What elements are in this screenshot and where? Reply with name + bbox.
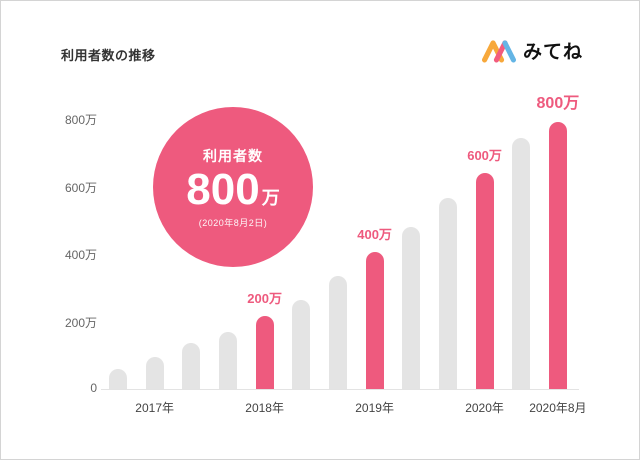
bar-slot	[182, 105, 201, 389]
badge-title: 利用者数	[203, 147, 263, 164]
bar	[109, 369, 127, 389]
badge-date: (2020年8月2日)	[198, 217, 268, 228]
badge-value-unit: 万	[261, 187, 280, 208]
bar-value-label: 600万	[467, 148, 502, 163]
milestone-bar	[255, 316, 274, 389]
bar-slot	[218, 105, 237, 389]
bar-slot: 200万 2018年	[245, 105, 284, 415]
x-axis-label: 2020年8月	[529, 401, 587, 415]
bar-slot: 400万 2019年	[355, 105, 394, 415]
bar	[512, 138, 531, 389]
bar-value-label: 200万	[247, 291, 282, 306]
milestone-bar	[475, 173, 494, 389]
y-axis-label: 0	[90, 381, 97, 395]
bar-value-label: 800万	[536, 95, 580, 112]
y-axis-label: 200万	[64, 315, 97, 330]
milestone-bar	[365, 252, 384, 389]
bar-slot	[109, 105, 127, 389]
bar	[438, 198, 457, 389]
x-axis-label: 2020年	[465, 401, 504, 415]
bar-slot	[438, 105, 457, 389]
bar-slot: 2017年	[135, 105, 174, 415]
badge-value-number: 800	[186, 164, 260, 214]
y-axis: 0 200万 400万 600万 800万	[29, 105, 97, 405]
milestone-badge: 利用者数 800 万 (2020年8月2日)	[153, 107, 313, 267]
bar-slot: 600万 2020年	[465, 105, 504, 415]
x-axis-label: 2018年	[245, 401, 284, 415]
bar	[402, 227, 421, 389]
bar-slot	[402, 105, 421, 389]
bar-value-label: 400万	[357, 227, 392, 242]
chart-title: 利用者数の推移	[61, 48, 156, 63]
y-axis-label: 800万	[64, 113, 97, 127]
bar	[328, 276, 347, 389]
brand: みてね	[481, 37, 583, 64]
x-axis-line	[101, 389, 579, 390]
y-axis-label: 600万	[64, 180, 97, 195]
bar-slot	[328, 105, 347, 389]
plot-area: 2017年 200万 2018年 400万 2019年 600万 2020年 800万 2020…	[109, 95, 587, 415]
bar	[292, 300, 311, 389]
milestone-bar	[548, 122, 567, 389]
bar-slot: 800万 2020年8月	[529, 95, 586, 415]
bar-slot	[292, 105, 311, 389]
y-axis-label: 400万	[64, 248, 97, 262]
x-axis-label: 2017年	[135, 401, 175, 415]
brand-name: みてね	[522, 42, 583, 63]
bar	[218, 332, 237, 389]
bar	[182, 343, 201, 389]
x-axis-label: 2019年	[355, 401, 394, 415]
bar	[145, 357, 164, 389]
bar-slot	[512, 105, 531, 389]
badge-value: 800 万	[186, 164, 280, 214]
mitene-logo-icon	[481, 39, 516, 63]
